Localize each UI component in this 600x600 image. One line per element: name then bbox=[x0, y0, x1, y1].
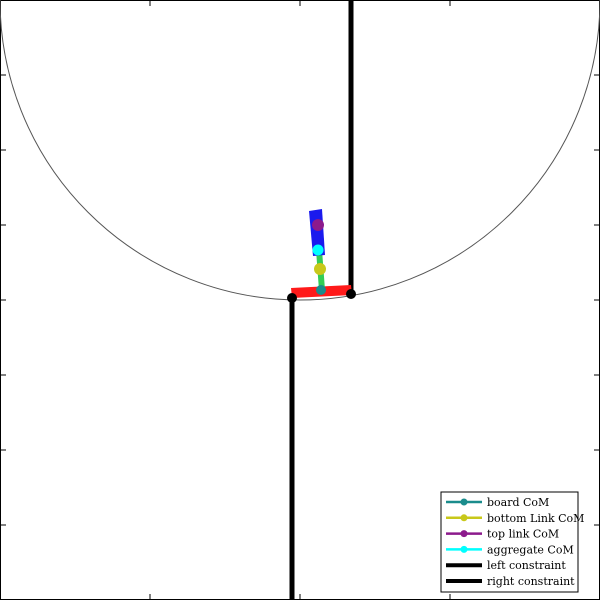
legend-label: left constraint bbox=[487, 559, 566, 572]
aggregate-com-marker bbox=[312, 244, 324, 256]
legend-swatch-marker bbox=[460, 545, 468, 553]
right-constraint-endpoint bbox=[346, 289, 356, 299]
top-link-com-marker bbox=[312, 219, 324, 231]
bottom-link-com-marker bbox=[314, 263, 326, 275]
legend: board CoM bottom Link CoM top link CoM aggr… bbox=[440, 491, 584, 593]
legend-label: aggregate CoM bbox=[487, 543, 574, 556]
legend-label: board CoM bbox=[487, 496, 549, 509]
legend-label: right constraint bbox=[487, 575, 575, 588]
board-com-marker bbox=[316, 285, 326, 295]
legend-entry: aggregate CoM bbox=[446, 543, 574, 556]
legend-label: top link CoM bbox=[487, 528, 559, 541]
legend-swatch-marker bbox=[460, 514, 468, 522]
legend-box bbox=[440, 491, 579, 593]
legend-swatch-marker bbox=[460, 530, 468, 538]
halfpipe-arc bbox=[0, 0, 600, 301]
legend-entry: board CoM bbox=[446, 496, 549, 509]
legend-entry: bottom Link CoM bbox=[446, 512, 584, 525]
legend-label: bottom Link CoM bbox=[487, 512, 584, 525]
legend-entry: left constraint bbox=[446, 559, 566, 572]
legend-entry: right constraint bbox=[446, 575, 575, 588]
skater-model bbox=[291, 209, 352, 298]
legend-swatch-marker bbox=[460, 498, 468, 506]
left-constraint-endpoint bbox=[287, 293, 297, 303]
legend-entry: top link CoM bbox=[446, 528, 559, 541]
